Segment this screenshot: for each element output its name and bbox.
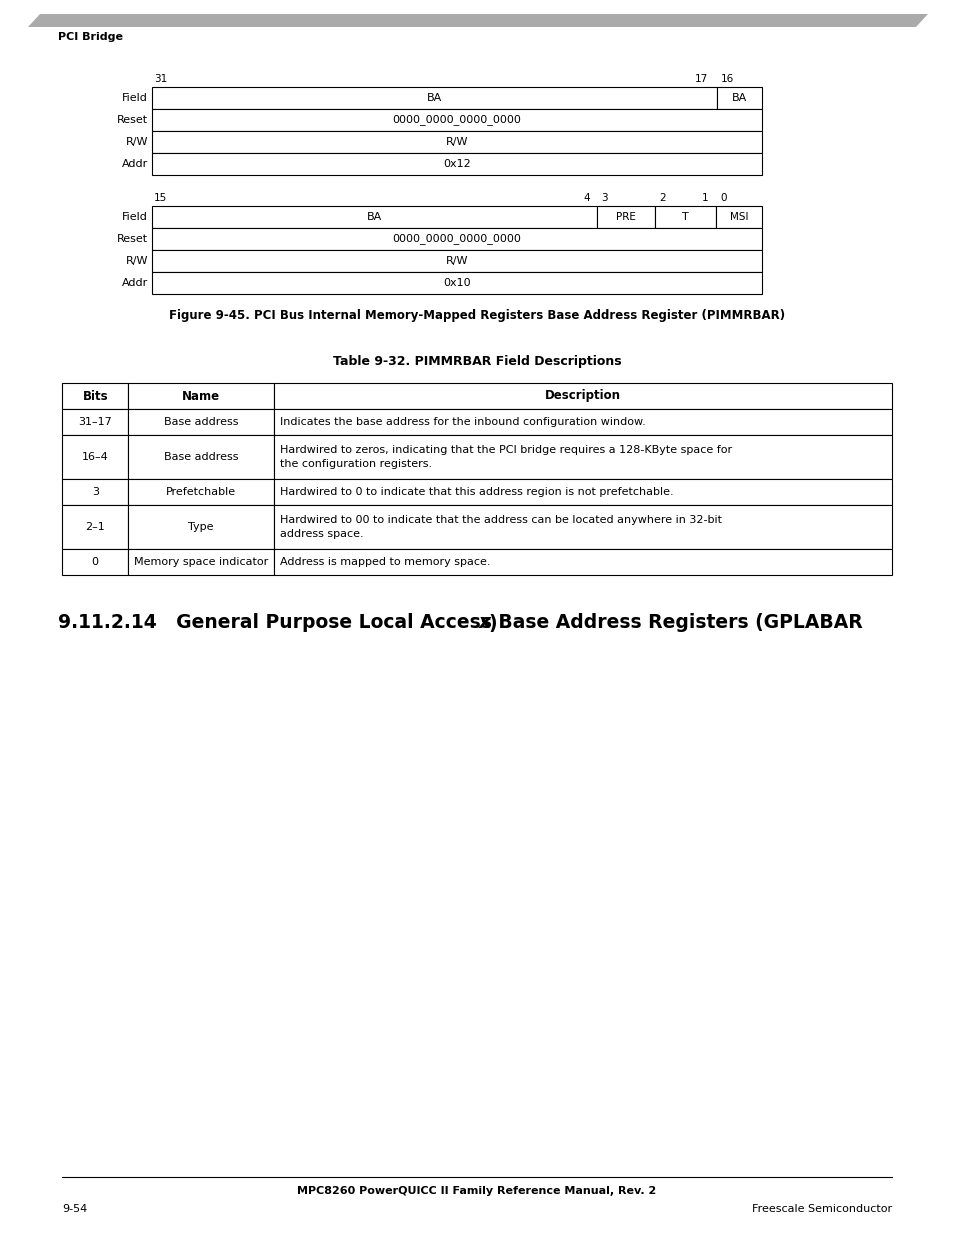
Bar xyxy=(152,109,761,131)
Text: 9-54: 9-54 xyxy=(62,1204,87,1214)
Text: Hardwired to zeros, indicating that the PCI bridge requires a 128-KByte space fo: Hardwired to zeros, indicating that the … xyxy=(279,445,731,454)
Text: 2: 2 xyxy=(659,193,665,203)
Text: 0: 0 xyxy=(720,193,726,203)
Text: 31: 31 xyxy=(153,74,167,84)
Text: 3: 3 xyxy=(91,487,98,496)
Text: Addr: Addr xyxy=(122,278,148,288)
Bar xyxy=(274,550,891,576)
Text: 0000_0000_0000_0000: 0000_0000_0000_0000 xyxy=(392,233,521,245)
Bar xyxy=(62,550,129,576)
Text: 4: 4 xyxy=(582,193,589,203)
Text: Bits: Bits xyxy=(82,389,108,403)
Text: 2–1: 2–1 xyxy=(85,522,105,532)
Bar xyxy=(152,206,597,228)
Text: ): ) xyxy=(488,614,497,632)
Text: R/W: R/W xyxy=(126,137,148,147)
Text: 31–17: 31–17 xyxy=(78,417,112,427)
Text: 1: 1 xyxy=(701,193,708,203)
Bar xyxy=(62,409,129,435)
Text: T: T xyxy=(681,212,688,222)
Bar xyxy=(152,272,761,294)
Text: Reset: Reset xyxy=(117,233,148,245)
Bar xyxy=(129,550,274,576)
Text: MPC8260 PowerQUICC II Family Reference Manual, Rev. 2: MPC8260 PowerQUICC II Family Reference M… xyxy=(297,1186,656,1195)
Text: Freescale Semiconductor: Freescale Semiconductor xyxy=(751,1204,891,1214)
Text: BA: BA xyxy=(367,212,382,222)
Text: Name: Name xyxy=(182,389,220,403)
Bar xyxy=(274,505,891,550)
Text: BA: BA xyxy=(731,93,746,103)
Text: 16: 16 xyxy=(720,74,734,84)
Bar xyxy=(274,435,891,479)
Text: address space.: address space. xyxy=(279,530,363,540)
Bar xyxy=(274,383,891,409)
Text: 17: 17 xyxy=(695,74,707,84)
Text: 0x12: 0x12 xyxy=(442,159,471,169)
Text: Memory space indicator: Memory space indicator xyxy=(133,557,268,567)
Bar xyxy=(655,206,716,228)
Bar xyxy=(129,505,274,550)
Text: Base address: Base address xyxy=(164,452,238,462)
Bar xyxy=(129,409,274,435)
Bar xyxy=(62,435,129,479)
Bar xyxy=(717,86,761,109)
Text: 0: 0 xyxy=(91,557,98,567)
Text: PCI Bridge: PCI Bridge xyxy=(58,32,123,42)
Bar xyxy=(129,383,274,409)
Text: BA: BA xyxy=(426,93,441,103)
Text: x: x xyxy=(478,614,491,632)
Text: MSI: MSI xyxy=(729,212,747,222)
Text: R/W: R/W xyxy=(126,256,148,266)
Bar xyxy=(274,409,891,435)
Text: 0000_0000_0000_0000: 0000_0000_0000_0000 xyxy=(392,115,521,126)
Bar xyxy=(129,435,274,479)
Text: Type: Type xyxy=(188,522,213,532)
Bar xyxy=(152,228,761,249)
Bar xyxy=(62,505,129,550)
Text: 9.11.2.14   General Purpose Local Access Base Address Registers (GPLABAR: 9.11.2.14 General Purpose Local Access B… xyxy=(58,614,862,632)
Text: 15: 15 xyxy=(153,193,167,203)
Bar xyxy=(274,479,891,505)
Bar xyxy=(716,206,761,228)
Text: 16–4: 16–4 xyxy=(82,452,109,462)
Text: Address is mapped to memory space.: Address is mapped to memory space. xyxy=(279,557,490,567)
Bar xyxy=(62,383,129,409)
Bar xyxy=(152,86,717,109)
Text: Hardwired to 00 to indicate that the address can be located anywhere in 32-bit: Hardwired to 00 to indicate that the add… xyxy=(279,515,720,525)
Text: Field: Field xyxy=(122,212,148,222)
Text: Base address: Base address xyxy=(164,417,238,427)
Text: Indicates the base address for the inbound configuration window.: Indicates the base address for the inbou… xyxy=(279,417,645,427)
Text: Figure 9-45. PCI Bus Internal Memory-Mapped Registers Base Address Register (PIM: Figure 9-45. PCI Bus Internal Memory-Map… xyxy=(169,310,784,322)
Bar xyxy=(152,153,761,175)
Bar xyxy=(152,249,761,272)
Text: 0x10: 0x10 xyxy=(443,278,471,288)
Bar xyxy=(152,131,761,153)
Bar xyxy=(597,206,655,228)
Text: 3: 3 xyxy=(600,193,607,203)
Text: R/W: R/W xyxy=(445,256,468,266)
Text: Reset: Reset xyxy=(117,115,148,125)
Text: Description: Description xyxy=(544,389,620,403)
Bar xyxy=(129,479,274,505)
Polygon shape xyxy=(28,14,927,27)
Text: Hardwired to 0 to indicate that this address region is not prefetchable.: Hardwired to 0 to indicate that this add… xyxy=(279,487,673,496)
Text: R/W: R/W xyxy=(445,137,468,147)
Text: the configuration registers.: the configuration registers. xyxy=(279,459,432,469)
Bar xyxy=(62,479,129,505)
Text: PRE: PRE xyxy=(616,212,636,222)
Text: Table 9-32. PIMMRBAR Field Descriptions: Table 9-32. PIMMRBAR Field Descriptions xyxy=(333,354,620,368)
Text: Field: Field xyxy=(122,93,148,103)
Text: Prefetchable: Prefetchable xyxy=(166,487,235,496)
Text: Addr: Addr xyxy=(122,159,148,169)
